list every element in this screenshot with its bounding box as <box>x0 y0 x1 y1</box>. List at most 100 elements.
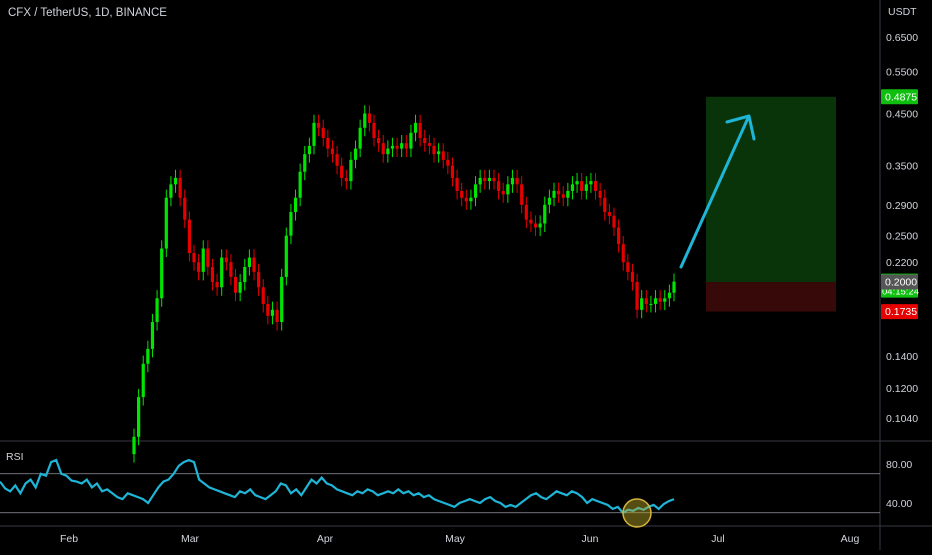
y-tick-label: 0.6500 <box>886 32 918 44</box>
candle-body <box>335 154 339 166</box>
candle-body <box>644 298 648 304</box>
candle-body <box>146 348 150 364</box>
candle-body <box>561 194 565 198</box>
candle-body <box>349 159 353 182</box>
candle-body <box>358 127 362 149</box>
candle-body <box>547 197 551 205</box>
candle-body <box>289 212 293 236</box>
candle-body <box>584 184 588 191</box>
x-tick-label: May <box>445 533 466 545</box>
candle-body <box>520 184 524 205</box>
candle-body <box>132 436 136 455</box>
y-tick-label: 0.2500 <box>886 231 918 243</box>
candle-body <box>386 148 390 155</box>
candle-body <box>137 397 141 437</box>
candle-body <box>469 197 473 202</box>
candle-body <box>441 151 445 160</box>
price-badge-countdown: 04:15:24 <box>882 287 919 298</box>
candle-body <box>173 177 178 185</box>
candle-body <box>575 181 579 185</box>
rsi-tick-label: 40.00 <box>886 498 912 510</box>
candle-body <box>284 235 288 277</box>
candle-body <box>344 177 348 182</box>
candle-body <box>229 262 233 277</box>
rsi-line <box>0 458 675 515</box>
candle-body <box>446 159 450 166</box>
candle-body <box>649 303 653 305</box>
candle-body <box>460 190 464 198</box>
candle-body <box>307 145 311 155</box>
candle-body <box>510 177 515 185</box>
candle-body <box>377 137 381 144</box>
forecast-arrow <box>679 116 750 269</box>
candle-body <box>381 143 385 155</box>
price-badge-label: 0.4875 <box>885 91 917 103</box>
candle-body <box>473 184 478 198</box>
candle-body <box>635 282 639 310</box>
candle-body <box>201 248 205 272</box>
candle-body <box>187 219 191 253</box>
candle-body <box>464 197 468 202</box>
candle-body <box>280 276 284 323</box>
target-zone <box>706 96 836 283</box>
candle-body <box>326 137 330 149</box>
candle-body <box>478 177 482 185</box>
y-tick-label: 0.2200 <box>886 257 918 269</box>
x-tick-label: Mar <box>181 533 200 545</box>
candle-body <box>483 177 487 182</box>
candle-body <box>390 145 395 149</box>
candle-body <box>418 122 422 138</box>
candle-body <box>312 122 316 146</box>
candle-body <box>603 197 607 213</box>
candle-body <box>552 190 556 198</box>
price-badge-stop <box>881 304 918 320</box>
candle-body <box>303 154 307 172</box>
candle-body <box>626 262 630 272</box>
candle-body <box>321 127 325 138</box>
candle-body <box>653 298 658 304</box>
rsi-highlight-circle <box>622 498 652 528</box>
candle-body <box>409 132 413 149</box>
y-tick-label: 0.2900 <box>886 200 918 212</box>
candle-body <box>395 145 399 149</box>
stop-zone <box>706 282 836 312</box>
candle-body <box>621 244 625 263</box>
candle-body <box>257 271 261 288</box>
candle-body <box>640 298 644 310</box>
candle-body <box>247 257 251 268</box>
candle-body <box>506 184 510 195</box>
candle-body <box>164 197 168 249</box>
candle-body <box>252 257 256 272</box>
x-tick-label: Aug <box>841 533 860 545</box>
candle-body <box>607 212 611 216</box>
candle-body <box>658 298 662 302</box>
candle-body <box>372 122 376 138</box>
candle-body <box>487 177 491 182</box>
candle-body <box>589 181 593 185</box>
chart-title: CFX / TetherUS, 1D, BINANCE <box>8 7 167 19</box>
candle-body <box>224 257 228 263</box>
candle-body <box>275 309 279 323</box>
candle-body <box>270 309 275 316</box>
candle-body <box>261 287 265 304</box>
candle-body <box>210 267 215 283</box>
candle-body <box>404 143 408 149</box>
candle-body <box>598 190 602 198</box>
candle-body <box>330 148 335 155</box>
forecast-arrow-head <box>725 114 756 141</box>
candle-body <box>160 248 164 299</box>
candle-body <box>543 204 547 224</box>
candle-body <box>630 271 635 283</box>
candle-body <box>492 177 496 182</box>
candle-body <box>423 137 427 144</box>
candle-body <box>298 171 302 198</box>
candle-body <box>155 298 159 323</box>
candle-body <box>317 122 321 128</box>
candle-body <box>340 165 344 178</box>
rsi-label: RSI <box>6 451 24 463</box>
candle-body <box>455 177 459 191</box>
y-tick-label: 0.1200 <box>886 383 918 395</box>
y-tick-label: 0.3500 <box>886 161 918 173</box>
candle-body <box>243 267 247 283</box>
